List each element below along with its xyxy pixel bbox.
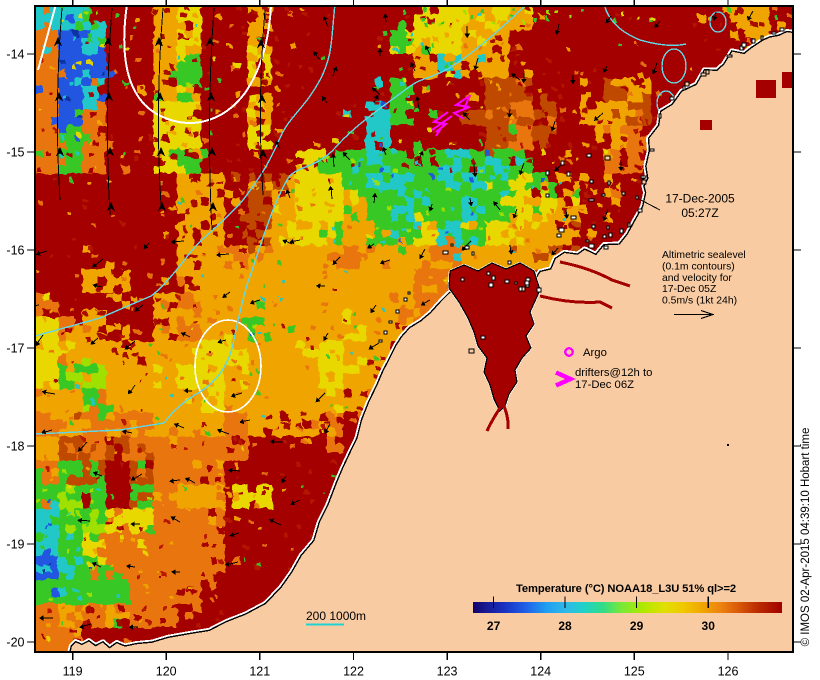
svg-text:27: 27 [487,619,501,633]
svg-text:-16: -16 [6,243,24,257]
svg-text:17-Dec-2005: 17-Dec-2005 [665,192,735,206]
svg-text:0.5m/s (1kt 24h): 0.5m/s (1kt 24h) [662,296,737,307]
svg-text:-19: -19 [6,537,24,551]
svg-text:119: 119 [63,665,83,679]
svg-text:© IMOS 02-Apr-2015 04:39:10 Ho: © IMOS 02-Apr-2015 04:39:10 Hobart time [800,428,812,647]
svg-text:200 1000m: 200 1000m [306,609,366,623]
svg-text:30: 30 [702,619,716,633]
svg-text:28: 28 [558,619,572,633]
svg-text:17-Dec 05Z: 17-Dec 05Z [662,284,717,295]
svg-text:-14: -14 [6,47,24,61]
svg-text:(0.1m contours): (0.1m contours) [662,261,735,272]
svg-text:-15: -15 [6,145,24,159]
svg-text:29: 29 [630,619,644,633]
svg-text:17-Dec 06Z: 17-Dec 06Z [575,379,634,391]
svg-text:125: 125 [624,665,645,679]
svg-text:120: 120 [156,665,177,679]
svg-text:122: 122 [343,665,364,679]
svg-text:Altimetric sealevel: Altimetric sealevel [662,250,746,261]
svg-text:-20: -20 [6,635,24,649]
svg-text:-18: -18 [6,439,24,453]
svg-text:123: 123 [437,665,458,679]
svg-text:and velocity for: and velocity for [662,273,732,284]
svg-text:126: 126 [718,665,739,679]
svg-text:05:27Z: 05:27Z [681,206,718,220]
svg-text:121: 121 [249,665,270,679]
svg-text:Temperature (°C) NOAA18_L3U 51: Temperature (°C) NOAA18_L3U 51% ql>=2 [516,583,736,595]
svg-text:124: 124 [530,665,551,679]
svg-text:drifters@12h to: drifters@12h to [575,367,652,379]
svg-text:-17: -17 [6,341,24,355]
svg-text:Argo: Argo [583,347,607,359]
